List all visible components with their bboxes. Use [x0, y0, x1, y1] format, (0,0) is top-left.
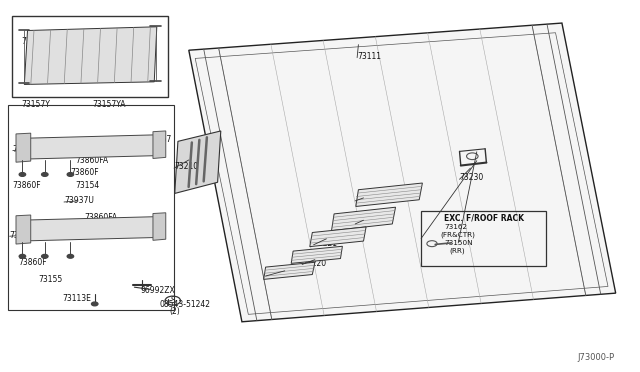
Text: 73230: 73230 — [460, 173, 484, 182]
Text: 73850B: 73850B — [10, 231, 39, 240]
Text: J73000-P: J73000-P — [577, 353, 614, 362]
Text: 73860FA: 73860FA — [76, 156, 109, 165]
Bar — [12, 16, 168, 97]
Text: 08543-51242: 08543-51242 — [160, 300, 211, 309]
Text: 73157YA: 73157YA — [93, 100, 126, 109]
Polygon shape — [16, 133, 31, 162]
Text: 73937U: 73937U — [64, 196, 94, 205]
Text: 73860F: 73860F — [70, 169, 99, 177]
Text: 73154: 73154 — [76, 181, 100, 190]
Circle shape — [19, 254, 26, 258]
Text: 73860FA: 73860FA — [84, 213, 118, 222]
Text: 73162: 73162 — [445, 224, 468, 230]
Circle shape — [42, 254, 48, 258]
Text: 73157: 73157 — [147, 135, 172, 144]
Polygon shape — [24, 27, 157, 84]
Text: S: S — [170, 296, 175, 305]
Bar — [421, 211, 546, 266]
Text: 71572X: 71572X — [21, 37, 51, 46]
Polygon shape — [19, 135, 163, 159]
Text: 73860F: 73860F — [70, 225, 99, 234]
Text: 73220: 73220 — [302, 259, 326, 268]
Polygon shape — [153, 131, 166, 158]
Text: EXC. F/ROOF RACK: EXC. F/ROOF RACK — [444, 214, 524, 223]
Polygon shape — [356, 183, 422, 206]
Text: 73157Y: 73157Y — [117, 29, 146, 38]
Text: 73220: 73220 — [266, 270, 290, 279]
Text: 73150N: 73150N — [445, 240, 474, 246]
Text: 73155: 73155 — [38, 275, 63, 284]
Circle shape — [19, 173, 26, 176]
Text: 73860F: 73860F — [18, 258, 47, 267]
Text: (RR): (RR) — [449, 248, 465, 254]
Text: 73937U: 73937U — [13, 145, 43, 154]
Polygon shape — [332, 207, 396, 231]
Text: 73221: 73221 — [314, 239, 338, 248]
Polygon shape — [291, 246, 342, 263]
Text: 73111: 73111 — [357, 52, 381, 61]
Polygon shape — [19, 217, 163, 241]
Polygon shape — [175, 131, 221, 193]
Circle shape — [67, 254, 74, 258]
Circle shape — [92, 302, 98, 306]
Text: 73222: 73222 — [355, 196, 380, 205]
Text: 73157Y: 73157Y — [21, 100, 50, 109]
Circle shape — [42, 173, 48, 176]
Text: 96992ZX: 96992ZX — [141, 286, 175, 295]
Circle shape — [67, 173, 74, 176]
Polygon shape — [153, 213, 166, 240]
Polygon shape — [264, 262, 315, 279]
Bar — [8, 105, 174, 310]
Polygon shape — [189, 23, 616, 322]
Text: (FR&CTR): (FR&CTR) — [440, 232, 475, 238]
Polygon shape — [16, 215, 31, 244]
Text: 73210: 73210 — [174, 162, 198, 171]
Text: (2): (2) — [170, 307, 180, 316]
Text: 73113E: 73113E — [63, 294, 92, 303]
Text: 73860F: 73860F — [13, 182, 42, 190]
Text: 73222: 73222 — [355, 218, 380, 227]
Polygon shape — [310, 227, 366, 247]
